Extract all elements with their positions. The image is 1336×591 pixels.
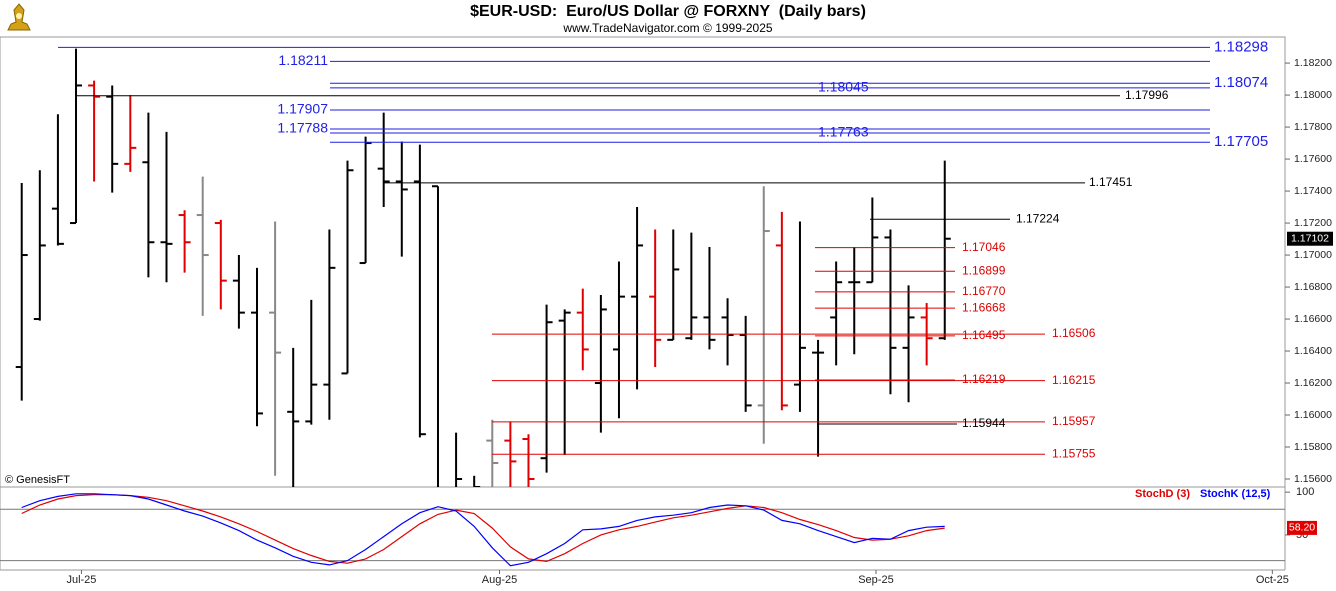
source-note: © GenesisFT — [5, 474, 70, 486]
y-tick-label: 1.18000 — [1294, 89, 1332, 101]
level-label: 1.17224 — [1016, 211, 1060, 225]
last-value-label: 58.20 — [1289, 522, 1315, 534]
y-tick-label: 1.17000 — [1294, 249, 1332, 261]
level-label: 1.16770 — [962, 284, 1006, 298]
y-tick-label: 1.16400 — [1294, 345, 1332, 357]
level-label: 1.17763 — [818, 124, 869, 140]
level-label: 1.16495 — [962, 328, 1006, 342]
logo — [7, 3, 31, 31]
level-label: 1.18298 — [1214, 38, 1268, 55]
level-label: 1.18211 — [278, 52, 328, 68]
level-label: 1.15944 — [962, 416, 1006, 430]
x-tick-label: Sep-25 — [858, 574, 893, 586]
y-tick-label: 1.16000 — [1294, 409, 1332, 421]
level-label: 1.17046 — [962, 240, 1006, 254]
stoch-line — [21, 494, 945, 564]
y-tick-label: 1.17600 — [1294, 153, 1332, 165]
level-label: 1.16506 — [1052, 326, 1096, 340]
y-tick-label: 1.16800 — [1294, 281, 1332, 293]
level-label: 1.16899 — [962, 263, 1006, 277]
price-plot — [0, 36, 1286, 488]
level-label: 1.17907 — [277, 101, 328, 117]
stoch-plot — [0, 486, 1286, 571]
y-tick-label: 1.17400 — [1294, 185, 1332, 197]
level-label: 1.15755 — [1052, 446, 1096, 460]
last-value-box — [1287, 520, 1317, 535]
level-label: 1.17788 — [277, 120, 328, 136]
legend-entry: StochK (12,5) — [1200, 488, 1271, 500]
stoch-line — [21, 493, 945, 567]
y-tick-label: 1.15800 — [1294, 441, 1332, 453]
y-tick-label: 1.17200 — [1294, 217, 1332, 229]
level-label: 1.18074 — [1214, 74, 1268, 91]
header-bg — [0, 0, 1336, 37]
legend-entry: StochD (3) — [1135, 488, 1190, 500]
x-axis-band — [0, 570, 1336, 591]
y-tick-label: 1.16600 — [1294, 313, 1332, 325]
y-tick-label: 1.18200 — [1294, 57, 1332, 69]
last-price-label: 1.17102 — [1291, 233, 1329, 245]
x-tick-label: Jul-25 — [66, 574, 96, 586]
chart-title: $EUR-USD: Euro/US Dollar @ FORXNY (Daily… — [470, 3, 866, 20]
y-tick-label: 1.15600 — [1294, 473, 1332, 485]
y-tick-label: 1.17800 — [1294, 121, 1332, 133]
stoch-layer — [0, 493, 1285, 567]
level-label: 1.16668 — [962, 300, 1006, 314]
level-label: 1.17705 — [1214, 133, 1268, 150]
level-label: 1.17996 — [1125, 88, 1169, 102]
x-tick-label: Aug-25 — [482, 574, 517, 586]
level-label: 1.17451 — [1089, 175, 1133, 189]
x-tick-label: Oct-25 — [1256, 574, 1289, 586]
chart-subtitle: www.TradeNavigator.com © 1999-2025 — [562, 21, 772, 35]
last-price-box — [1287, 231, 1333, 246]
y-tick-label: 100 — [1296, 486, 1314, 498]
level-label: 1.15957 — [1052, 414, 1096, 428]
price-layer — [15, 48, 951, 487]
y-tick-label: 1.16200 — [1294, 377, 1332, 389]
level-label: 1.16219 — [962, 372, 1006, 386]
level-label: 1.18045 — [818, 79, 869, 95]
level-label: 1.16215 — [1052, 373, 1096, 387]
